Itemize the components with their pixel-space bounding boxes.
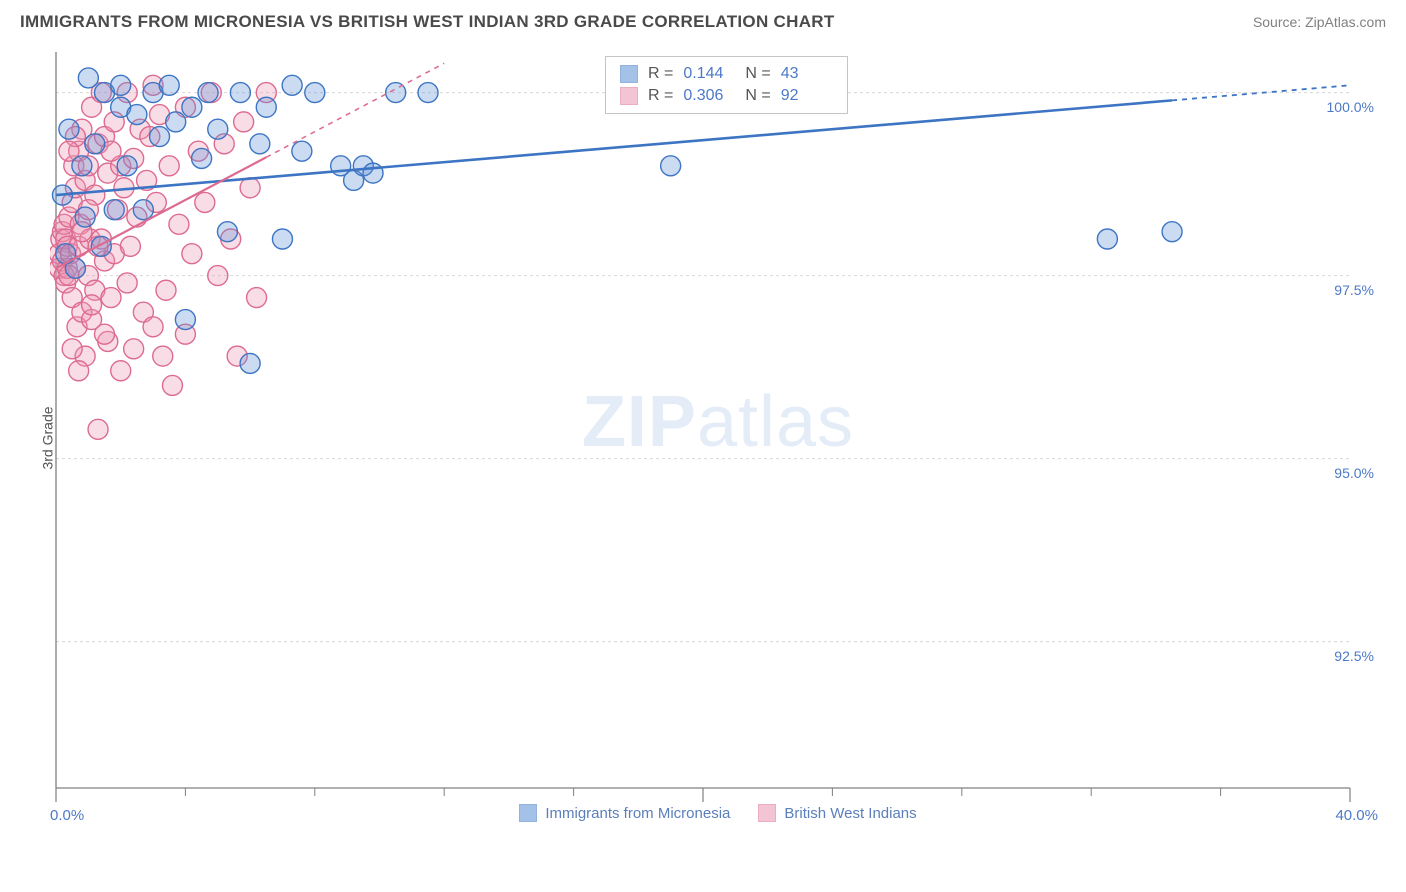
- series-legend-item: Immigrants from Micronesia: [519, 804, 730, 822]
- correlation-legend: R = 0.144 N = 43 R = 0.306 N = 92: [605, 56, 848, 114]
- r-label: R =: [648, 65, 673, 83]
- n-value: 92: [781, 87, 833, 105]
- y-tick-label: 100.0%: [1327, 99, 1374, 115]
- series-legend-label: British West Indians: [784, 805, 916, 822]
- n-label: N =: [745, 87, 770, 105]
- n-label: N =: [745, 65, 770, 83]
- legend-swatch: [519, 804, 537, 822]
- chart-title: IMMIGRANTS FROM MICRONESIA VS BRITISH WE…: [20, 12, 835, 32]
- r-label: R =: [648, 87, 673, 105]
- chart-area: 3rd Grade ZIPatlas 92.5%95.0%97.5%100.0%…: [50, 48, 1386, 828]
- series-legend-label: Immigrants from Micronesia: [545, 805, 730, 822]
- legend-swatch: [758, 804, 776, 822]
- chart-header: IMMIGRANTS FROM MICRONESIA VS BRITISH WE…: [0, 0, 1406, 40]
- legend-row: R = 0.306 N = 92: [620, 85, 833, 107]
- r-value: 0.306: [683, 87, 735, 105]
- chart-source: Source: ZipAtlas.com: [1253, 14, 1386, 30]
- legend-swatch: [620, 65, 638, 83]
- r-value: 0.144: [683, 65, 735, 83]
- n-value: 43: [781, 65, 833, 83]
- legend-row: R = 0.144 N = 43: [620, 63, 833, 85]
- y-tick-label: 97.5%: [1334, 282, 1374, 298]
- y-tick-label: 95.0%: [1334, 465, 1374, 481]
- series-legend-item: British West Indians: [758, 804, 916, 822]
- scatter-plot: [50, 48, 1386, 828]
- series-legend: Immigrants from Micronesia British West I…: [50, 804, 1386, 822]
- legend-swatch: [620, 87, 638, 105]
- y-tick-label: 92.5%: [1334, 648, 1374, 664]
